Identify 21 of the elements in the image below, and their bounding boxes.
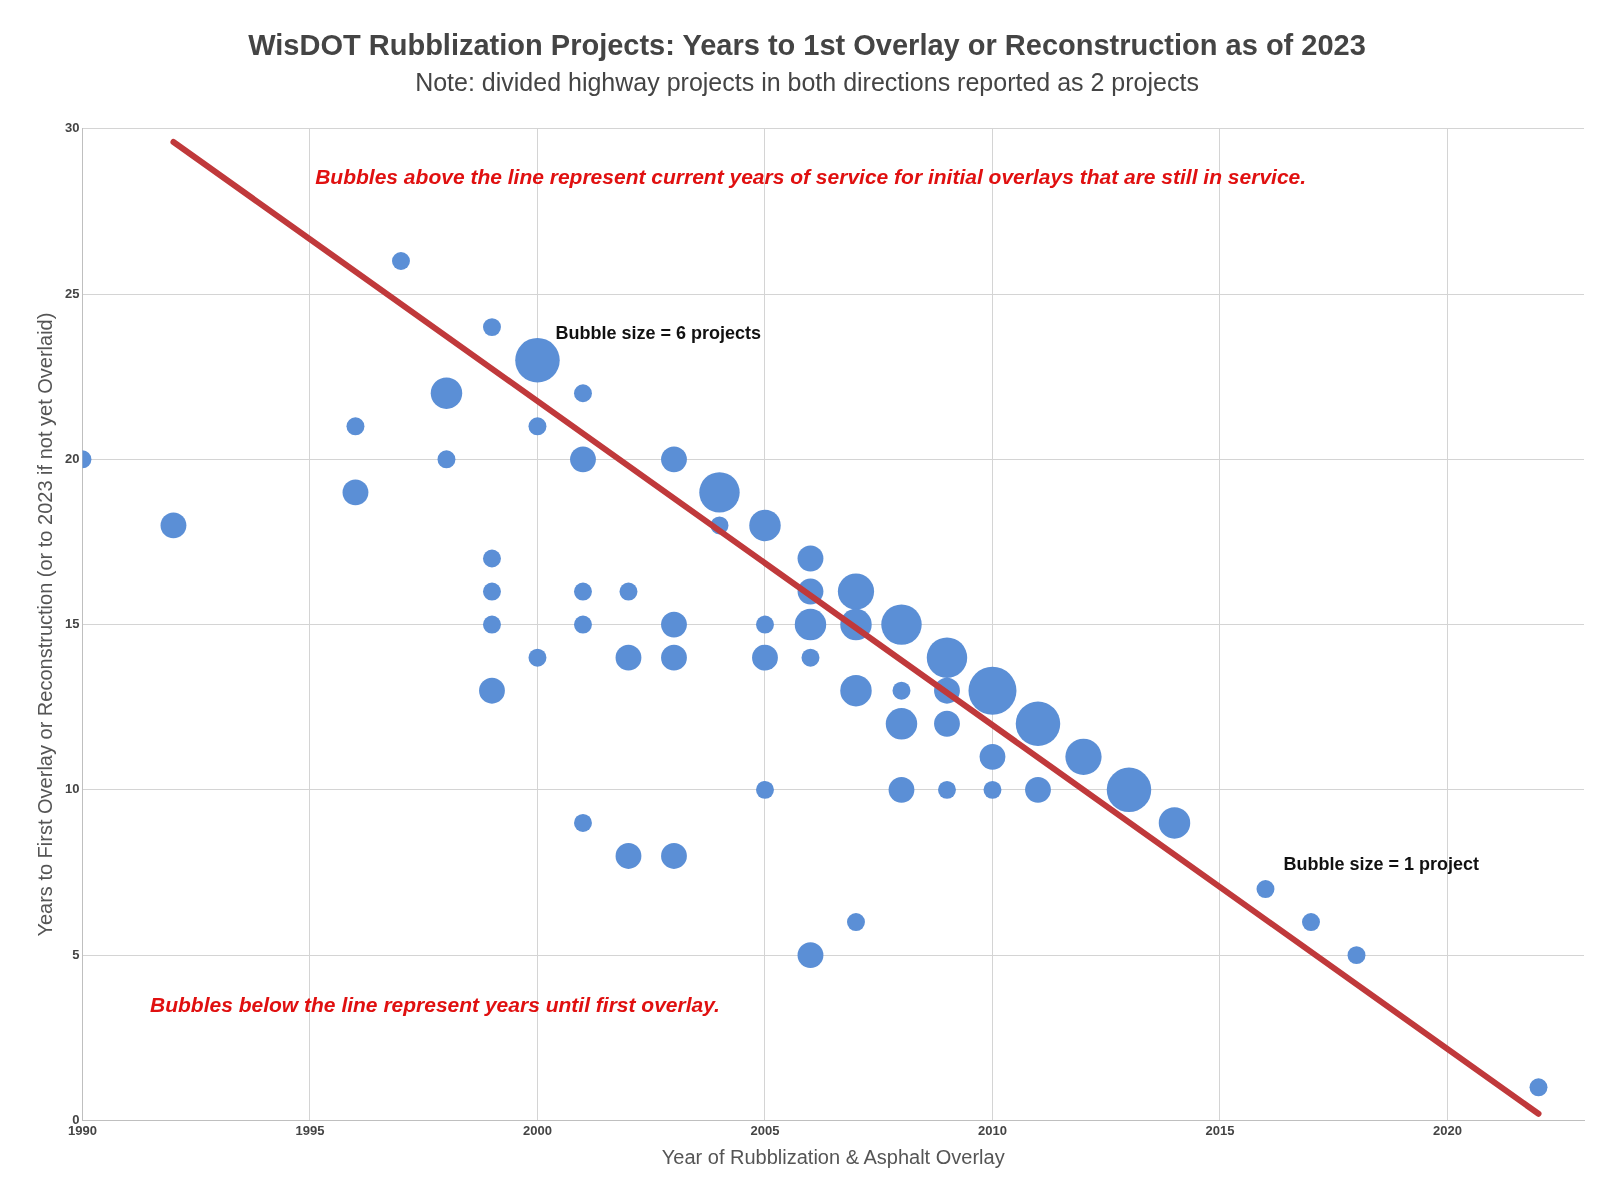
x-tick-label: 2010: [978, 1122, 1007, 1138]
y-tick-label: 20: [64, 450, 80, 466]
y-tick-label: 0: [72, 1111, 80, 1127]
y-tick-label: 25: [64, 285, 80, 301]
annotation: Bubble size = 6 projects: [555, 323, 762, 344]
x-tick-label: 1995: [295, 1122, 325, 1138]
y-tick-label: 5: [72, 946, 80, 962]
x-tick-label: 2005: [750, 1122, 780, 1138]
annotation: Bubble size = 1 project: [1283, 854, 1480, 874]
x-tick-label: 2015: [1205, 1122, 1235, 1138]
chart-title: WisDOT Rubblization Projects: Years to 1st Overlay or Reconstruction as of 2023: [248, 29, 1366, 62]
annotation: Bubbles above the line represent current years of service for initial overlays that are still in service.: [315, 165, 1307, 189]
x-tick-label: 2020: [1433, 1122, 1462, 1138]
y-axis-title: Years to First Overlay or Reconstruction (or to 2023 if not yet Overlaid): [33, 312, 56, 937]
y-tick-label: 30: [64, 120, 80, 136]
chart-subtitle: Note: divided highway projects in both directions reported as 2 projects: [415, 67, 1199, 96]
x-axis-title: Year of Rubblization & Asphalt Overlay: [661, 1145, 1005, 1168]
y-tick-label: 10: [64, 781, 80, 797]
x-tick-label: 2000: [523, 1122, 552, 1138]
y-tick-label: 15: [64, 616, 80, 632]
annotation: Bubbles below the line represent years until first overlay.: [150, 993, 720, 1017]
